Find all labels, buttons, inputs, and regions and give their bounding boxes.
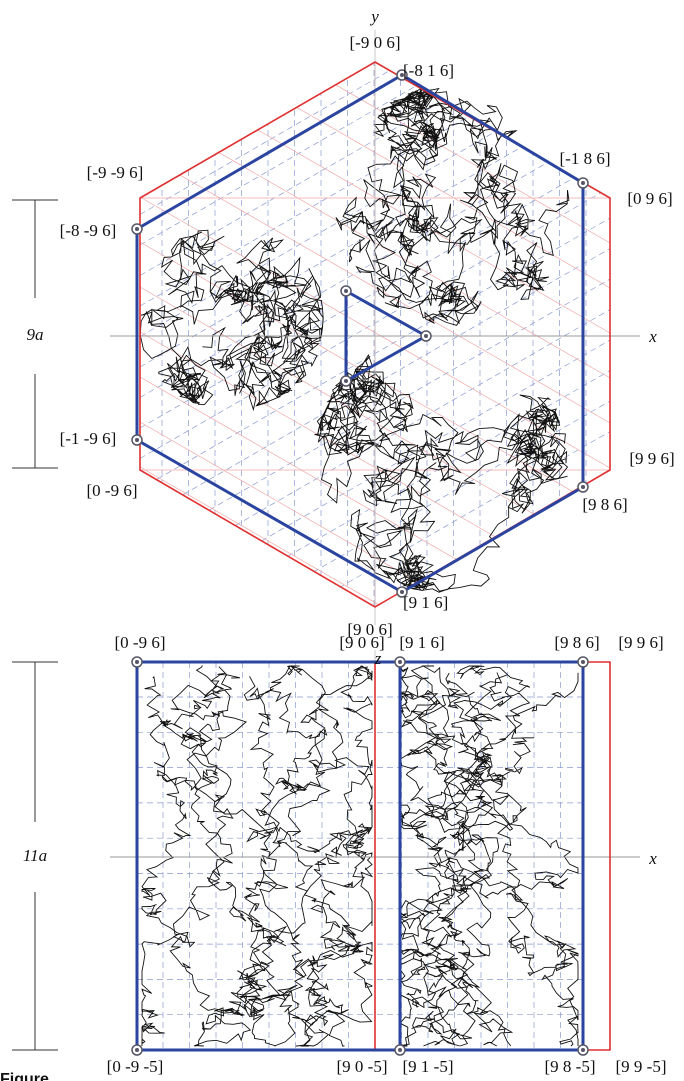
labels: y x 9a [-9 0 6][-8 1 6] [-1 8 6] [0 9 6] [-9 -… [0, 7, 675, 1081]
blue-frame [137, 662, 583, 1050]
label: [-9 -9 6] [87, 163, 144, 182]
vertex-marker [135, 660, 139, 664]
label: [0 9 6] [627, 189, 672, 208]
vertex-marker [581, 485, 585, 489]
label: [9 8 6] [582, 495, 627, 514]
vertex-marker [581, 1048, 585, 1052]
label: [9 9 6] [629, 449, 674, 468]
vertex-marker [135, 438, 139, 442]
vertex-marker [344, 379, 348, 383]
red-frame [583, 662, 610, 1050]
label: [9 0 6] [339, 633, 384, 652]
label: [-1 8 6] [560, 149, 611, 168]
label: [-8 -9 6] [60, 221, 117, 240]
label: [9 1 6] [399, 633, 444, 652]
figure: y x 9a [-9 0 6][-8 1 6] [-1 8 6] [0 9 6] [-9 -… [0, 0, 684, 1081]
chain [336, 89, 569, 326]
vertex-marker [135, 1048, 139, 1052]
chain [142, 667, 233, 1046]
vertex-marker [424, 334, 428, 338]
label: 9a [27, 325, 44, 344]
label: x [648, 327, 657, 346]
chain [490, 675, 578, 1046]
label: [9 9 6] [618, 633, 663, 652]
label: 11a [23, 846, 47, 865]
label: [-9 0 6] [350, 33, 401, 52]
chain [244, 676, 328, 1046]
vertex-marker [398, 1048, 402, 1052]
chain [315, 355, 568, 592]
vertex-marker [581, 181, 585, 185]
label: [0 -9 -5] [107, 1057, 164, 1076]
label: x [648, 849, 657, 868]
label: [9 0 -5] [337, 1057, 388, 1076]
vertex-marker [344, 289, 348, 293]
chain [140, 230, 323, 409]
chain [400, 666, 530, 1046]
label: [9 8 6] [554, 633, 599, 652]
label: [0 -9 6] [115, 633, 166, 652]
label: [9 8 -5] [545, 1057, 596, 1076]
label: [9 1 -5] [403, 1057, 454, 1076]
label: [9 1 6] [403, 593, 448, 612]
label: [9 9 -5] [616, 1057, 667, 1076]
side-grid [137, 662, 583, 1050]
chain [162, 673, 288, 1046]
label: [0 -9 6] [87, 481, 138, 500]
label: y [369, 7, 379, 26]
label: [-1 -9 6] [60, 429, 117, 448]
vertex-marker [581, 660, 585, 664]
caption: Figure [0, 1071, 49, 1081]
label: [-8 1 6] [403, 61, 454, 80]
grid-line [140, 0, 610, 1]
vertex-marker [135, 227, 139, 231]
vertex-marker [398, 660, 402, 664]
